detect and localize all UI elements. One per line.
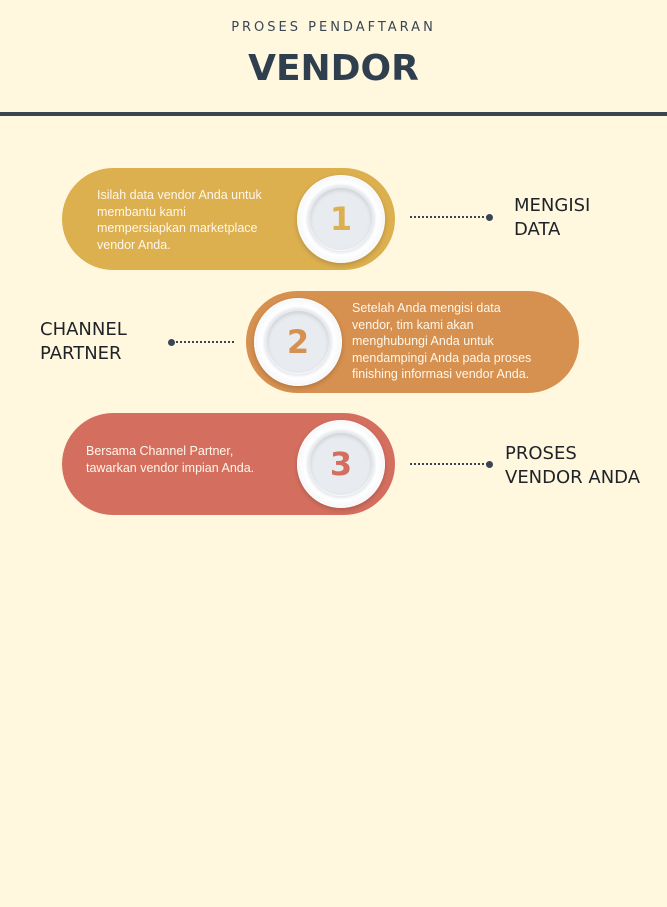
step-1-description: Isilah data vendor Anda untuk membantu k… bbox=[97, 187, 297, 253]
header-divider bbox=[0, 112, 667, 116]
step-2-description: Setelah Anda mengisi data vendor, tim ka… bbox=[352, 300, 572, 383]
step-2-number: 2 bbox=[267, 311, 329, 373]
step-1-number: 1 bbox=[310, 188, 372, 250]
step-1-description-line: Isilah data vendor Anda untuk bbox=[97, 188, 262, 202]
step-2-connector-dot bbox=[168, 339, 175, 346]
step-1-label-line: MENGISI bbox=[514, 195, 591, 216]
step-2-number-badge: 2 bbox=[254, 298, 342, 386]
page-title: VENDOR bbox=[248, 48, 419, 89]
step-1-description-line: vendor Anda. bbox=[97, 237, 171, 252]
step-3-connector bbox=[410, 463, 488, 465]
step-2-description-line: Setelah Anda mengisi data bbox=[352, 301, 501, 315]
step-2-description-line: finishing informasi vendor Anda. bbox=[352, 367, 530, 381]
step-3-number: 3 bbox=[310, 433, 372, 495]
step-2-label-line: CHANNEL bbox=[40, 319, 127, 340]
step-1-label-line: DATA bbox=[514, 219, 561, 240]
step-3-connector-dot bbox=[486, 461, 493, 468]
step-1-connector-dot bbox=[486, 214, 493, 221]
header-subtitle: PROSES PENDAFTARAN bbox=[231, 20, 436, 35]
step-1-connector bbox=[410, 216, 488, 218]
step-1-label: MENGISI DATA bbox=[514, 194, 590, 242]
step-3-label-line: VENDOR ANDA bbox=[505, 467, 641, 488]
step-3-label-line: PROSES bbox=[505, 443, 577, 464]
step-1-number-badge: 1 bbox=[297, 175, 385, 263]
step-1-description-line: mempersiapkan marketplace bbox=[97, 221, 258, 235]
step-2-description-line: menghubungi Anda untuk bbox=[352, 334, 494, 348]
step-2-label-line: PARTNER bbox=[40, 343, 122, 364]
step-2-label: CHANNEL PARTNER bbox=[40, 318, 127, 366]
step-2-description-line: vendor, tim kami akan bbox=[352, 317, 474, 332]
step-3-number-badge: 3 bbox=[297, 420, 385, 508]
step-3-description: Bersama Channel Partner, tawarkan vendor… bbox=[86, 443, 296, 476]
step-1-card: Isilah data vendor Anda untuk membantu k… bbox=[62, 168, 395, 270]
step-1-description-line: membantu kami bbox=[97, 204, 186, 219]
step-2-description-line: mendampingi Anda pada proses bbox=[352, 350, 532, 365]
step-3-label: PROSES VENDOR ANDA bbox=[505, 442, 640, 490]
step-3-description-line: tawarkan vendor impian Anda. bbox=[86, 460, 255, 475]
step-2-card: 2 Setelah Anda mengisi data vendor, tim … bbox=[246, 291, 579, 393]
step-2-connector bbox=[172, 341, 234, 343]
step-3-description-line: Bersama Channel Partner, bbox=[86, 444, 234, 458]
step-3-card: Bersama Channel Partner, tawarkan vendor… bbox=[62, 413, 395, 515]
